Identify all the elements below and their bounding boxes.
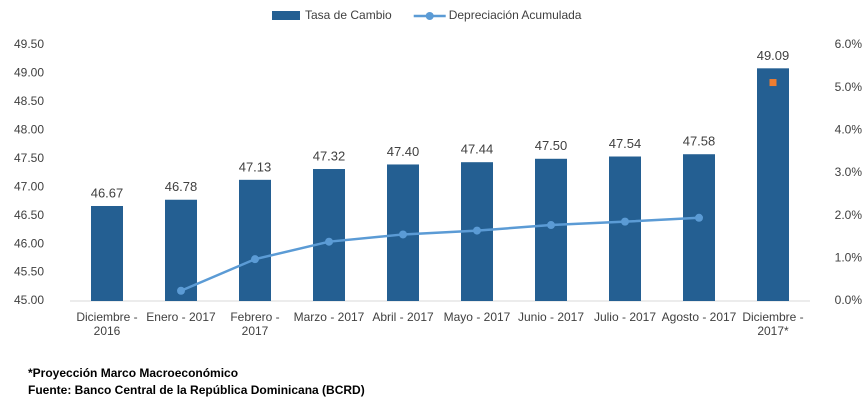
footnote: Fuente: Banco Central de la República Do…	[28, 383, 365, 397]
line-marker	[177, 286, 185, 295]
y2-tick-label: 2.0%	[835, 208, 863, 222]
y-tick-label: 45.00	[14, 293, 44, 307]
data-label: 47.44	[461, 142, 494, 157]
bar	[683, 154, 715, 301]
y-tick-label: 49.00	[14, 66, 44, 80]
y-tick-label: 47.00	[14, 179, 44, 193]
data-label: 47.40	[387, 144, 420, 159]
y-tick-label: 46.50	[14, 208, 44, 222]
data-label: 47.32	[313, 148, 346, 163]
x-tick-label: Julio - 2017	[593, 310, 657, 324]
y-tick-label: 48.50	[14, 94, 44, 108]
x-tick-label: Enero - 2017	[146, 310, 216, 324]
y-tick-label: 45.50	[14, 265, 44, 279]
legend-swatch	[425, 12, 434, 20]
y2-tick-label: 3.0%	[835, 165, 863, 179]
line	[180, 216, 700, 292]
line-marker	[325, 237, 333, 246]
line-marker	[695, 213, 703, 222]
x-tick-label: Diciembre - 2017*	[742, 310, 804, 338]
x-tick-label: Agosto - 2017	[661, 310, 737, 324]
y2-tick-label: 6.0%	[835, 37, 863, 51]
bar	[313, 169, 345, 301]
data-label: 46.78	[165, 179, 198, 194]
x-tick-label: Marzo - 2017	[293, 310, 365, 324]
bar	[609, 156, 641, 301]
y2-tick-label: 0.0%	[835, 293, 863, 307]
x-tick-label: Febrero - 2017	[230, 310, 280, 338]
line-marker	[621, 217, 629, 226]
x-tick-label: Mayo - 2017	[443, 310, 511, 324]
x-tick-label: Abril - 2017	[372, 310, 434, 324]
bar	[535, 158, 567, 301]
line-marker	[251, 255, 259, 264]
bar	[757, 68, 789, 301]
x-tick-label: Diciembre - 2016	[76, 310, 138, 338]
legend-swatch	[272, 11, 300, 20]
data-label: 47.13	[239, 159, 272, 174]
y-tick-label: 48.00	[14, 123, 44, 137]
y-tick-label: 47.50	[14, 151, 44, 165]
y-tick-label: 49.50	[14, 37, 44, 51]
bar	[165, 199, 197, 301]
footnote: *Proyección Marco Macroeconómico	[28, 366, 239, 380]
legend-label: Tasa de Cambio	[305, 8, 392, 22]
data-label: 46.67	[91, 185, 124, 200]
data-label: 47.54	[609, 136, 642, 151]
bar	[91, 205, 123, 301]
y2-tick-label: 5.0%	[835, 80, 863, 94]
line-marker	[473, 226, 481, 235]
y-tick-label: 46.00	[14, 236, 44, 250]
line-marker	[547, 221, 555, 230]
line-marker	[399, 230, 407, 239]
y2-tick-label: 4.0%	[835, 123, 863, 137]
x-tick-label: Junio - 2017	[517, 310, 585, 324]
legend-label: Depreciación Acumulada	[449, 8, 582, 22]
data-label: 47.58	[683, 134, 716, 149]
data-label: 47.50	[535, 138, 568, 153]
highlight-marker	[769, 79, 777, 87]
y2-tick-label: 1.0%	[835, 251, 863, 265]
data-label: 49.09	[757, 48, 790, 63]
bar	[239, 179, 271, 301]
